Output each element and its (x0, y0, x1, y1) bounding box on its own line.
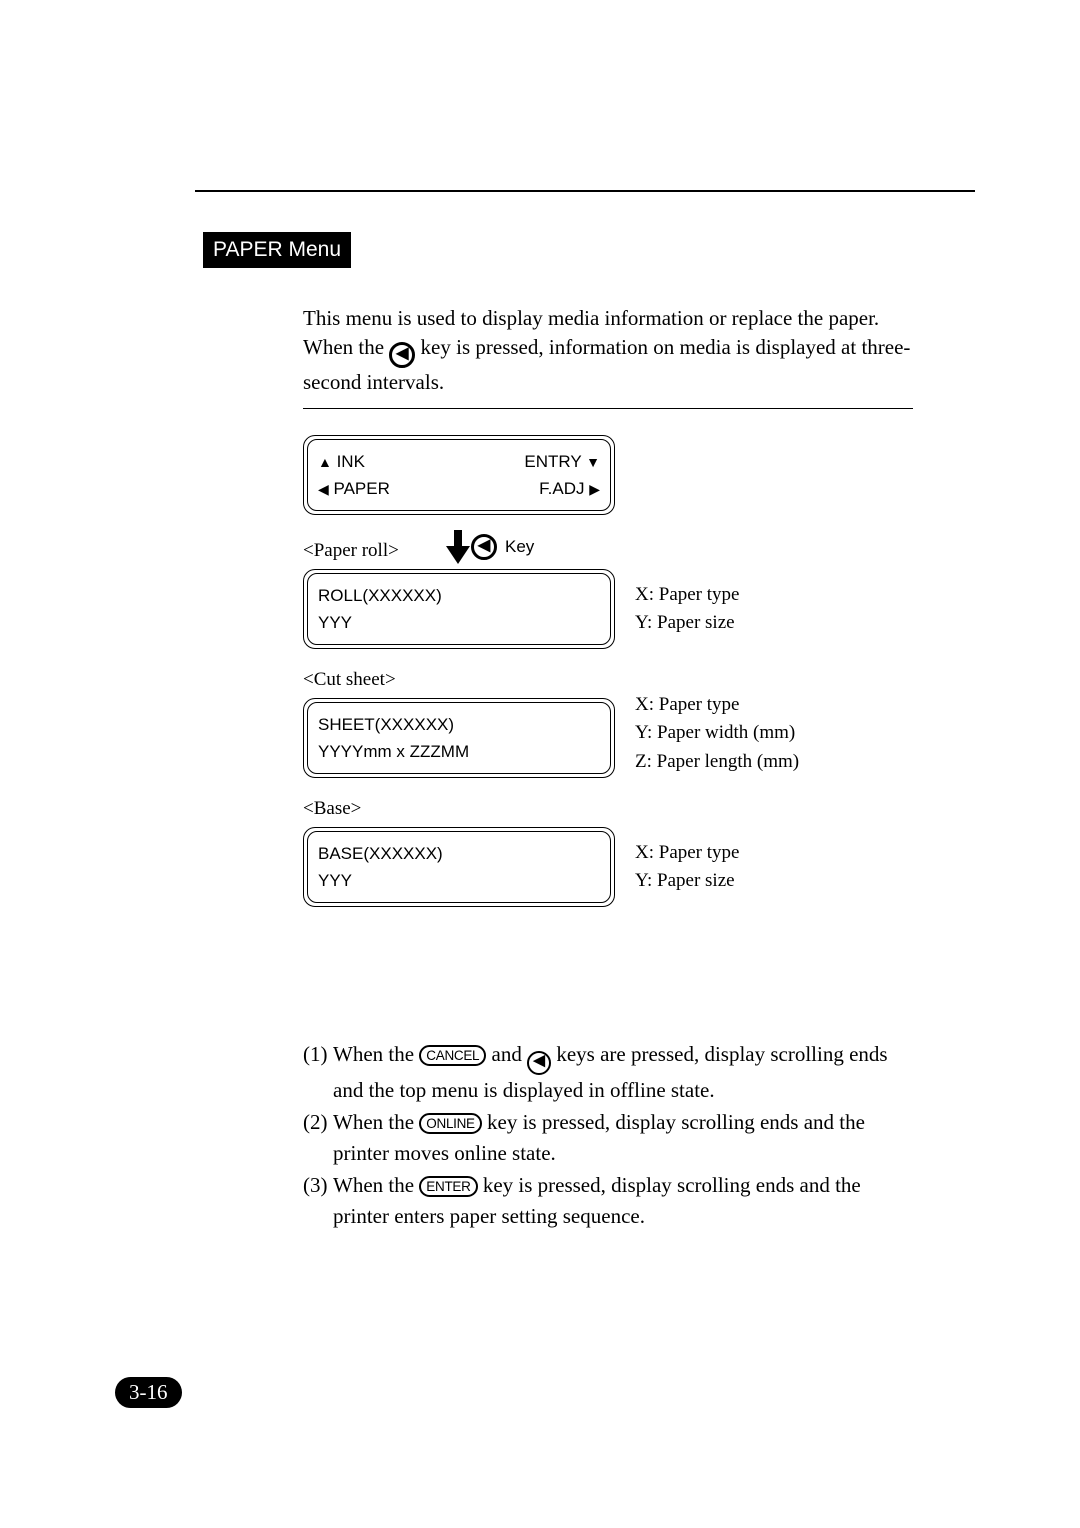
page-number-badge: 3-16 (115, 1377, 182, 1408)
lcd-sheet-line2: YYYYmm x ZZZMM (318, 738, 600, 765)
intro-text: This menu is used to display media infor… (303, 304, 913, 398)
note-2: (2) When the ONLINE key is pressed, disp… (303, 1107, 888, 1168)
note2-num: (2) (303, 1107, 333, 1168)
base-desc-l2: Y: Paper size (635, 867, 739, 896)
online-keycap: ONLINE (419, 1113, 481, 1134)
enter-keycap: ENTER (419, 1176, 477, 1197)
key-label-text: Key (505, 537, 534, 556)
note-1: (1) When the CANCEL and ◀ keys are press… (303, 1039, 888, 1105)
base-desc: X: Paper type Y: Paper size (635, 839, 739, 896)
base-label: <Base> (303, 798, 361, 820)
lcd-roll-line1: ROLL(XXXXXX) (318, 582, 600, 609)
down-arrow-icon (446, 530, 470, 569)
note2-a: When the (333, 1110, 419, 1134)
paper-roll-label: <Paper roll> (303, 540, 399, 562)
intro-line2a: When the (303, 335, 389, 359)
notes-block: (1) When the CANCEL and ◀ keys are press… (303, 1039, 888, 1231)
lcd-base: BASE(XXXXXX) YYY (303, 827, 615, 907)
lcd-paper-roll: ROLL(XXXXXX) YYY (303, 569, 615, 649)
left-arrow-key-icon: ◀ (389, 342, 415, 368)
lcd-base-line1: BASE(XXXXXX) (318, 840, 600, 867)
sheet-desc-l2: Y: Paper width (mm) (635, 719, 799, 748)
intro-block: This menu is used to display media infor… (303, 304, 913, 409)
roll-desc-l1: X: Paper type (635, 581, 739, 610)
key-indicator: ◀ Key (471, 534, 534, 560)
cancel-keycap: CANCEL (419, 1045, 486, 1066)
note1-num: (1) (303, 1039, 333, 1105)
note1-b: and (486, 1042, 527, 1066)
lcd-cut-sheet: SHEET(XXXXXX) YYYYmm x ZZZMM (303, 698, 615, 778)
left-arrow-key-icon: ◀ (471, 534, 497, 560)
diagram-area: ▲ INK ENTRY ▼ ◀ PAPER F.ADJ ▶ ◀ Key <Pap… (303, 435, 893, 1005)
sheet-desc: X: Paper type Y: Paper width (mm) Z: Pap… (635, 691, 799, 777)
lcd-main-r1-right: ENTRY ▼ (524, 448, 600, 475)
base-desc-l1: X: Paper type (635, 839, 739, 868)
top-rule (195, 190, 975, 192)
sheet-desc-l3: Z: Paper length (mm) (635, 748, 799, 777)
left-arrow-key-icon: ◀ (527, 1051, 551, 1075)
note3-num: (3) (303, 1170, 333, 1231)
lcd-main-r2-left: ◀ PAPER (318, 475, 390, 502)
lcd-main-menu: ▲ INK ENTRY ▼ ◀ PAPER F.ADJ ▶ (303, 435, 615, 515)
lcd-roll-line2: YYY (318, 609, 600, 636)
roll-desc-l2: Y: Paper size (635, 609, 739, 638)
section-heading: PAPER Menu (203, 232, 351, 268)
lcd-main-r2-right: F.ADJ ▶ (539, 475, 600, 502)
lcd-base-line2: YYY (318, 867, 600, 894)
lcd-sheet-line1: SHEET(XXXXXX) (318, 711, 600, 738)
cut-sheet-label: <Cut sheet> (303, 669, 396, 691)
intro-line1: This menu is used to display media infor… (303, 306, 879, 330)
note3-a: When the (333, 1173, 419, 1197)
lcd-main-r1-left: ▲ INK (318, 448, 365, 475)
note1-a: When the (333, 1042, 419, 1066)
sheet-desc-l1: X: Paper type (635, 691, 799, 720)
intro-rule (303, 408, 913, 409)
note-3: (3) When the ENTER key is pressed, displ… (303, 1170, 888, 1231)
roll-desc: X: Paper type Y: Paper size (635, 581, 739, 638)
